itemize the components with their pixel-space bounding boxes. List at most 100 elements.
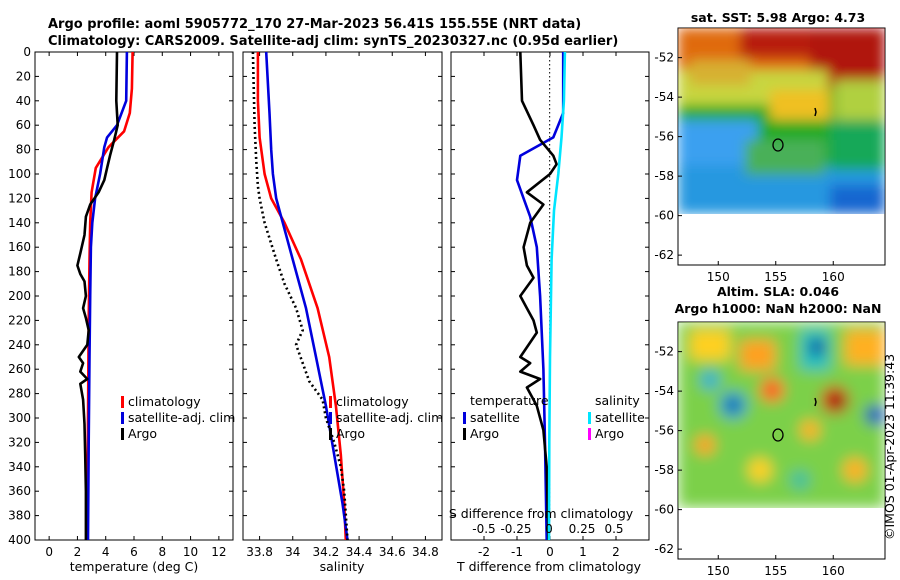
map-x-tick-label: 160 [822,270,845,284]
temperature-x-axis: 0 2 4 6 8 10 12 [45,52,226,559]
sla-map-title-line2: Argo h1000: NaN h2000: NaN [675,301,882,316]
x-tick-label: 10 [183,545,198,559]
legend-swatch-s-satellite [588,412,591,424]
x-tick-label: 0 [45,545,53,559]
legend-swatch-argo [329,428,332,440]
legend-label-t-argo: Argo [470,426,499,441]
legend-label-climatology: climatology [128,394,201,409]
map-y-tick-label: -52 [654,51,674,65]
map-x-tick-label: 150 [707,270,730,284]
s-tick-label: 0.25 [569,522,596,536]
x-tick-label: 34.2 [313,545,340,559]
sst-field [678,28,885,214]
depth-tick-label: 320 [8,435,31,449]
legend-label-argo: Argo [336,426,365,441]
x-tick-label: 0 [546,545,554,559]
s-tick-label: -0.25 [500,522,531,536]
difference-legend: temperature satellite Argo salinity sate… [463,393,645,441]
depth-tick-label: 80 [16,143,31,157]
temperature-legend: climatology satellite-adj. clim Argo [121,394,235,441]
depth-tick-label: 400 [8,533,31,547]
sst-float-track [814,107,817,117]
s-tick-label: 0 [545,522,553,536]
difference-lines [515,52,567,540]
sst-map-panel: sat. SST: 5.98 Argo: 4.73 150 155 160 -52 -5… [654,10,886,284]
depth-tick-label: 20 [16,69,31,83]
map-y-tick-label: -56 [654,130,674,144]
map-x-tick-label: 155 [764,564,787,578]
x-tick-label: 2 [612,545,620,559]
difference-xlabel: T difference from climatology [456,559,642,574]
sla-map-panel: Altim. SLA: 0.046 Argo h1000: NaN h2000:… [654,284,886,578]
sst-map-title: sat. SST: 5.98 Argo: 4.73 [691,10,865,25]
imos-watermark: ©IMOS 01-Apr-2023 11:39:43 [882,354,897,540]
x-tick-label: 4 [102,545,110,559]
s-difference-label: S difference from climatology [449,506,634,521]
depth-axis: 0 20 40 60 80 100 120 140 160 180 200 220 240 260 280 3… [8,45,233,547]
map-y-tick-label: -52 [654,345,674,359]
depth-tick-label: 220 [8,313,31,327]
sst-argo-marker [772,138,784,152]
x-tick-label: 34.6 [379,545,406,559]
sst-axes-ticks: 150 155 160 -52 -54 -56 -58 -60 -62 [654,51,844,284]
legend-swatch-s-argo [588,428,591,440]
map-x-tick-label: 150 [707,564,730,578]
s-tick-label: 0.5 [604,522,623,536]
depth-tick-label: 300 [8,411,31,425]
legend-label-satellite: satellite-adj. clim [128,410,235,425]
s-tick-label: -0.5 [472,522,495,536]
salinity-legend: climatology satellite-adj. clim Argo [329,394,443,441]
depth-tick-label: 200 [8,289,31,303]
map-y-tick-label: -56 [654,424,674,438]
difference-panel: -2 -1 0 1 2 T difference from climatology S … [449,51,650,574]
salinity-xlabel: salinity [320,559,365,574]
x-tick-label: 2 [74,545,82,559]
legend-title-salinity: salinity [595,393,640,408]
map-y-tick-label: -60 [654,209,674,223]
figure-title-line2: Climatology: CARS2009. Satellite-adj cli… [48,34,618,49]
depth-tick-label: 180 [8,265,31,279]
figure-title-line1: Argo profile: aoml 5905772_170 27-Mar-20… [48,17,581,32]
s-difference-ticks: -0.5 -0.25 0 0.25 0.5 [472,522,623,536]
difference-y-ticks [451,51,649,541]
temperature-lines [76,52,134,540]
depth-tick-label: 140 [8,216,31,230]
temperature-xlabel: temperature (deg C) [70,559,199,574]
legend-swatch-satellite [329,412,332,424]
depth-tick-label: 240 [8,338,31,352]
x-tick-label: 12 [211,545,226,559]
x-tick-label: 34 [285,545,300,559]
series-line-argo [76,52,119,540]
depth-tick-label: 120 [8,191,31,205]
legend-label-climatology: climatology [336,394,409,409]
legend-swatch-satellite [121,412,124,424]
series-line-salinity-satellite [547,52,567,540]
sla-float-track [814,397,817,407]
series-line-climatology [256,52,348,540]
depth-tick-label: 40 [16,94,31,108]
map-y-tick-label: -62 [654,542,674,556]
map-y-tick-label: -54 [654,384,674,398]
x-tick-label: 1 [579,545,587,559]
salinity-lines [251,52,349,540]
sla-axes-ticks: 150 155 160 -52 -54 -56 -58 -60 -62 [654,345,844,578]
salinity-axes-box [242,51,443,541]
map-x-tick-label: 160 [822,564,845,578]
legend-label-s-satellite: satellite [595,410,645,425]
x-tick-label: -1 [511,545,523,559]
series-line-satellite-adj-clim [264,52,349,540]
map-y-tick-label: -60 [654,503,674,517]
temperature-panel: 0204060801001201401601802002202402602803… [8,45,235,574]
legend-label-s-argo: Argo [595,426,624,441]
series-line-temperature-satellite [515,52,565,540]
legend-label-argo: Argo [128,426,157,441]
legend-label-satellite: satellite-adj. clim [336,410,443,425]
depth-tick-label: 60 [16,118,31,132]
map-y-tick-label: -62 [654,248,674,262]
series-line-argo [251,52,349,540]
temperature-axes-box [34,51,234,541]
x-tick-label: 6 [130,545,138,559]
map-y-tick-label: -58 [654,463,674,477]
depth-tick-label: 160 [8,240,31,254]
